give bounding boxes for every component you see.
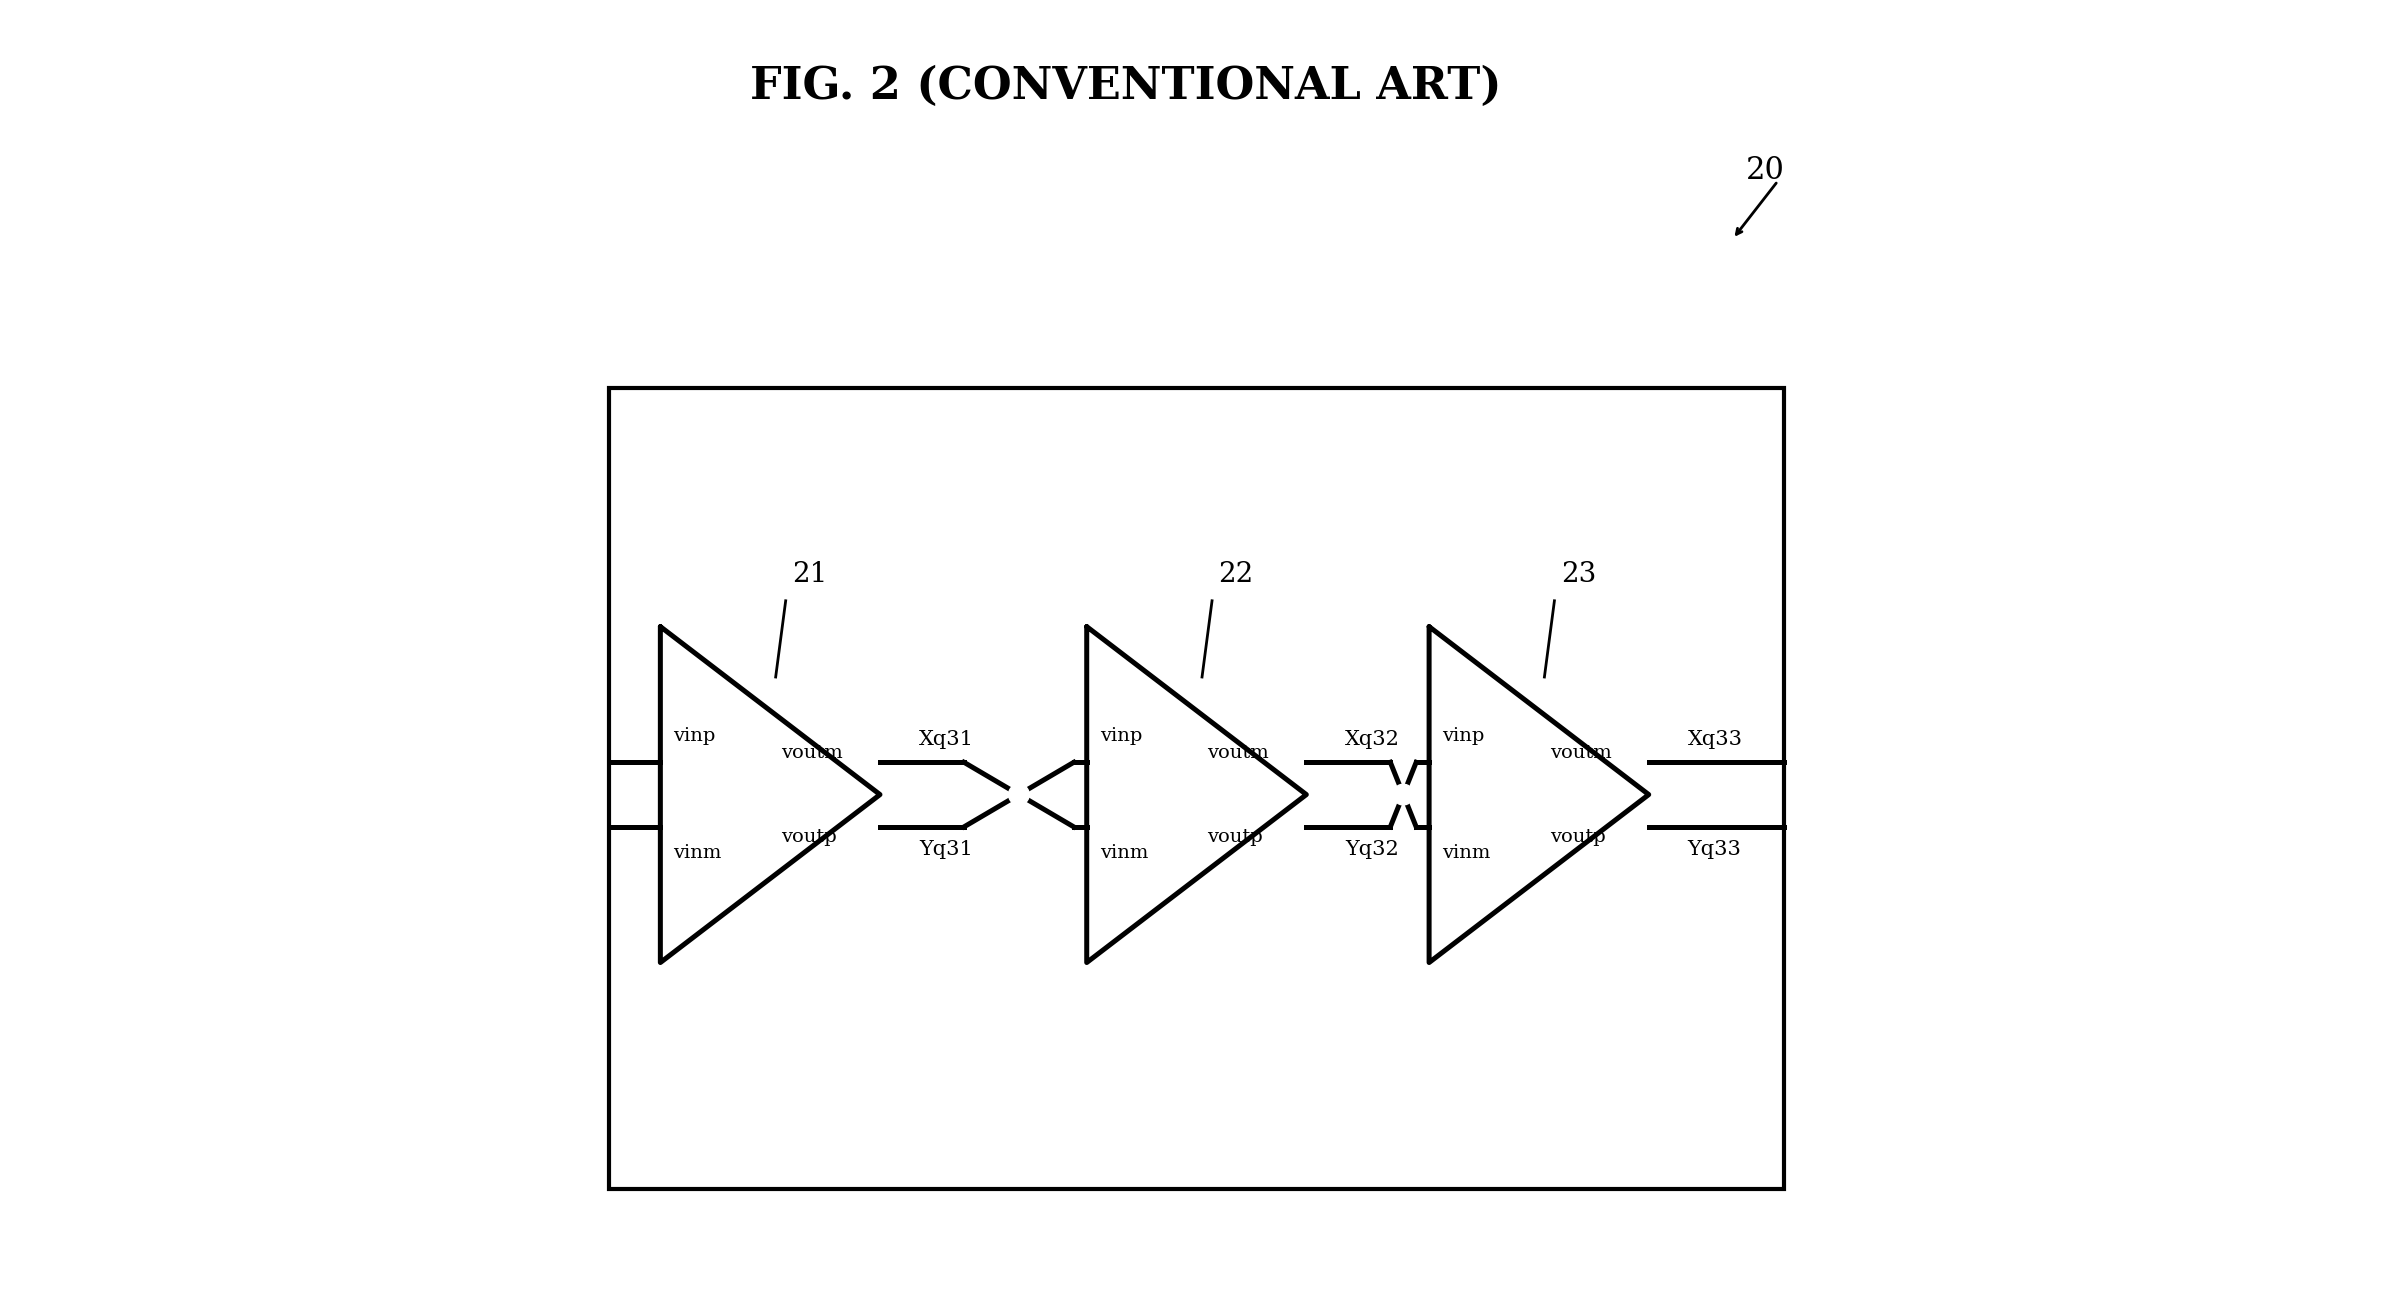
Text: 22: 22 — [1217, 561, 1254, 588]
Text: Yq33: Yq33 — [1687, 840, 1742, 859]
Text: voutm: voutm — [782, 744, 842, 761]
Circle shape — [1008, 784, 1030, 805]
Text: voutm: voutm — [1208, 744, 1270, 761]
Text: Yq31: Yq31 — [919, 840, 972, 859]
Text: Yq32: Yq32 — [1345, 840, 1398, 859]
Text: vinp: vinp — [1100, 727, 1143, 744]
Text: voutp: voutp — [1208, 828, 1263, 845]
Text: voutp: voutp — [782, 828, 837, 845]
Text: vinp: vinp — [674, 727, 715, 744]
Text: vinp: vinp — [1441, 727, 1485, 744]
Text: 21: 21 — [792, 561, 828, 588]
Text: Xq31: Xq31 — [919, 730, 974, 749]
Text: Xq32: Xq32 — [1345, 730, 1400, 749]
Text: 23: 23 — [1561, 561, 1595, 588]
Text: vinm: vinm — [1441, 845, 1489, 862]
Text: FIG. 2 (CONVENTIONAL ART): FIG. 2 (CONVENTIONAL ART) — [751, 65, 1501, 107]
Text: voutp: voutp — [1549, 828, 1605, 845]
Text: voutm: voutm — [1549, 744, 1612, 761]
Circle shape — [1393, 784, 1415, 805]
FancyBboxPatch shape — [609, 388, 1785, 1189]
Text: vinm: vinm — [1100, 845, 1148, 862]
Text: 20: 20 — [1747, 155, 1785, 186]
Text: vinm: vinm — [674, 845, 722, 862]
Text: Xq33: Xq33 — [1687, 730, 1742, 749]
